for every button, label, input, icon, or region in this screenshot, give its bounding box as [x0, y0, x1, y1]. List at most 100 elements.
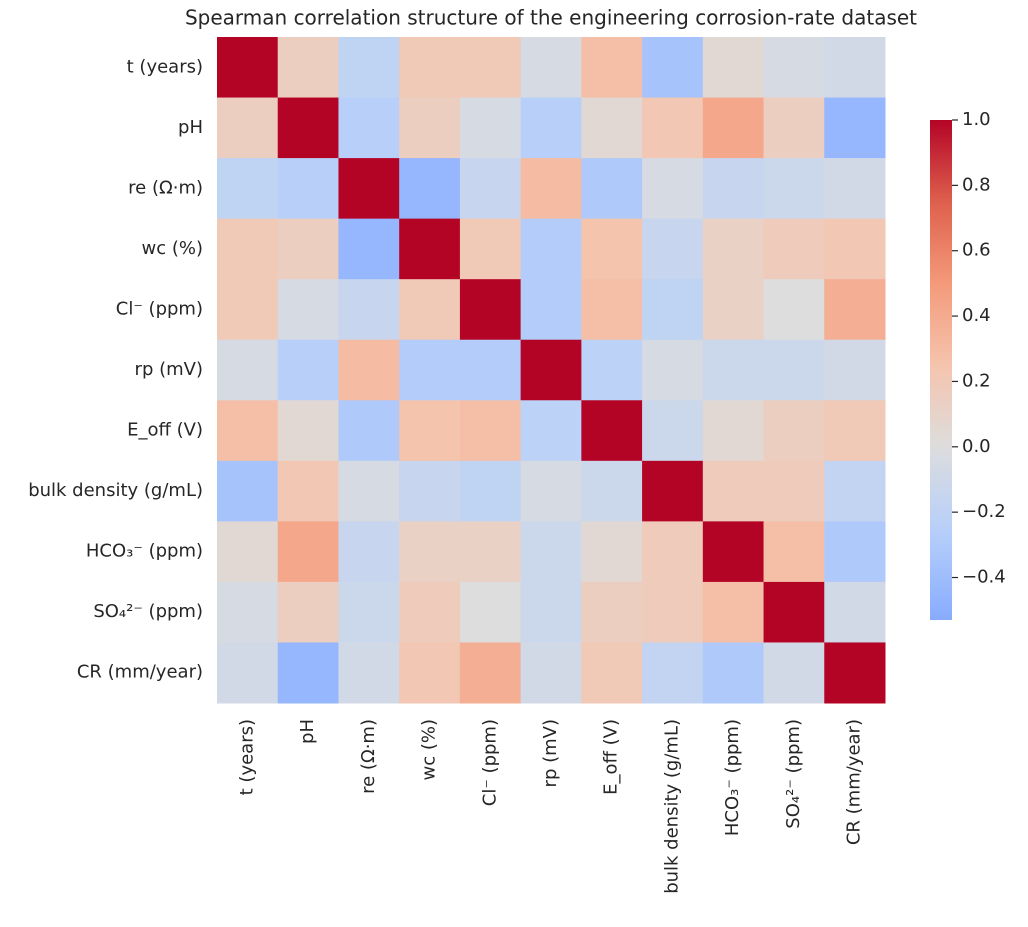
heatmap-cell: [277, 279, 339, 341]
heatmap-cell: [642, 400, 704, 462]
heatmap-cell: [824, 460, 886, 522]
heatmap-cell: [399, 460, 461, 522]
heatmap-cell: [338, 279, 400, 341]
heatmap-cell: [763, 400, 825, 462]
colorbar-tick-label: 1.0: [962, 109, 991, 130]
heatmap-cell: [399, 37, 461, 99]
heatmap-cell: [520, 460, 582, 522]
heatmap-cell: [581, 581, 643, 643]
heatmap-cell: [702, 218, 765, 280]
heatmap-cell: [702, 37, 765, 99]
heatmap-cell: [763, 521, 825, 583]
heatmap-cell: [702, 97, 765, 159]
colorbar-tick-label: 0.4: [962, 305, 991, 326]
heatmap-cell: [763, 642, 825, 704]
heatmap-cell: [277, 37, 339, 99]
heatmap-cell: [459, 279, 522, 341]
heatmap-cell: [824, 521, 886, 583]
heatmap-cell: [459, 339, 522, 401]
heatmap-cell: [459, 642, 522, 704]
heatmap-cell: [277, 158, 339, 220]
heatmap-cell: [399, 97, 461, 159]
heatmap-cell: [763, 97, 825, 159]
heatmap-cell: [581, 400, 643, 462]
heatmap-cell: [581, 521, 643, 583]
heatmap-cell: [763, 279, 825, 341]
heatmap-cell: [642, 460, 704, 522]
colorbar-tick-label: 0.2: [962, 370, 991, 391]
heatmap-cell: [702, 460, 765, 522]
heatmap-cell: [520, 581, 582, 643]
heatmap-cell: [459, 158, 522, 220]
heatmap-cell: [277, 400, 339, 462]
heatmap-cell: [702, 642, 765, 704]
colorbar-tick-label: −0.2: [962, 501, 1006, 522]
heatmap-cell: [217, 97, 279, 159]
heatmap-cell: [338, 218, 400, 280]
x-tick-label: pH: [297, 719, 318, 744]
x-tick-label: re (Ω·m): [358, 719, 379, 794]
heatmap-cell: [642, 218, 704, 280]
heatmap-cell: [217, 339, 279, 401]
heatmap-cell: [399, 581, 461, 643]
heatmap-cell: [399, 642, 461, 704]
heatmap-cell: [702, 581, 765, 643]
heatmap-cell: [338, 400, 400, 462]
heatmap-cell: [217, 521, 279, 583]
heatmap-cell: [642, 339, 704, 401]
heatmap-cell: [399, 339, 461, 401]
heatmap-cell: [642, 521, 704, 583]
y-tick-label: SO₄²⁻ (ppm): [93, 601, 203, 622]
heatmap-cell: [824, 218, 886, 280]
heatmap-cell: [399, 158, 461, 220]
heatmap-cell: [277, 642, 339, 704]
heatmap-cell: [581, 97, 643, 159]
y-tick-label: CR (mm/year): [77, 662, 203, 683]
x-tick-label: t (years): [236, 719, 257, 795]
heatmap-cell: [581, 158, 643, 220]
heatmap-cell: [459, 460, 522, 522]
y-tick-label: re (Ω·m): [128, 177, 203, 198]
y-tick-label: pH: [178, 117, 203, 138]
heatmap-cell: [217, 400, 279, 462]
heatmap-cell: [459, 218, 522, 280]
heatmap-cell: [217, 581, 279, 643]
heatmap-cell: [217, 158, 279, 220]
heatmap-cell: [277, 460, 339, 522]
heatmap-cell: [338, 37, 400, 99]
x-tick-label: CR (mm/year): [844, 719, 865, 845]
x-tick-label: rp (mV): [540, 719, 561, 787]
y-tick-label: wc (%): [142, 238, 204, 259]
heatmap-cell: [520, 642, 582, 704]
heatmap-cell: [824, 581, 886, 643]
heatmap-cell: [581, 218, 643, 280]
heatmap-cell: [702, 339, 765, 401]
y-tick-label: HCO₃⁻ (ppm): [86, 541, 203, 562]
heatmap-cell: [217, 642, 279, 704]
colorbar: [930, 120, 952, 620]
colorbar-tick-label: −0.4: [962, 567, 1006, 588]
heatmap-cell: [702, 521, 765, 583]
heatmap-cell: [338, 460, 400, 522]
heatmap-cell: [702, 158, 765, 220]
heatmap-cell: [399, 400, 461, 462]
heatmap-cell: [581, 642, 643, 704]
heatmap-cell: [763, 37, 825, 99]
heatmap-cell: [520, 37, 582, 99]
heatmap-cell: [277, 339, 339, 401]
heatmap-cell: [824, 400, 886, 462]
heatmap-cell: [217, 37, 279, 99]
x-tick-label: HCO₃⁻ (ppm): [722, 719, 743, 836]
y-tick-label: bulk density (g/mL): [28, 480, 203, 501]
heatmap-cell: [277, 218, 339, 280]
x-tick-label: Cl⁻ (ppm): [479, 719, 500, 806]
heatmap-cell: [824, 97, 886, 159]
heatmap-cell: [642, 642, 704, 704]
heatmap-cell: [642, 581, 704, 643]
heatmap-cell: [520, 400, 582, 462]
heatmap-cell: [581, 460, 643, 522]
heatmap-cell: [520, 521, 582, 583]
colorbar-tick-label: 0.8: [962, 174, 991, 195]
heatmap-cell: [338, 521, 400, 583]
heatmap-cell: [459, 400, 522, 462]
